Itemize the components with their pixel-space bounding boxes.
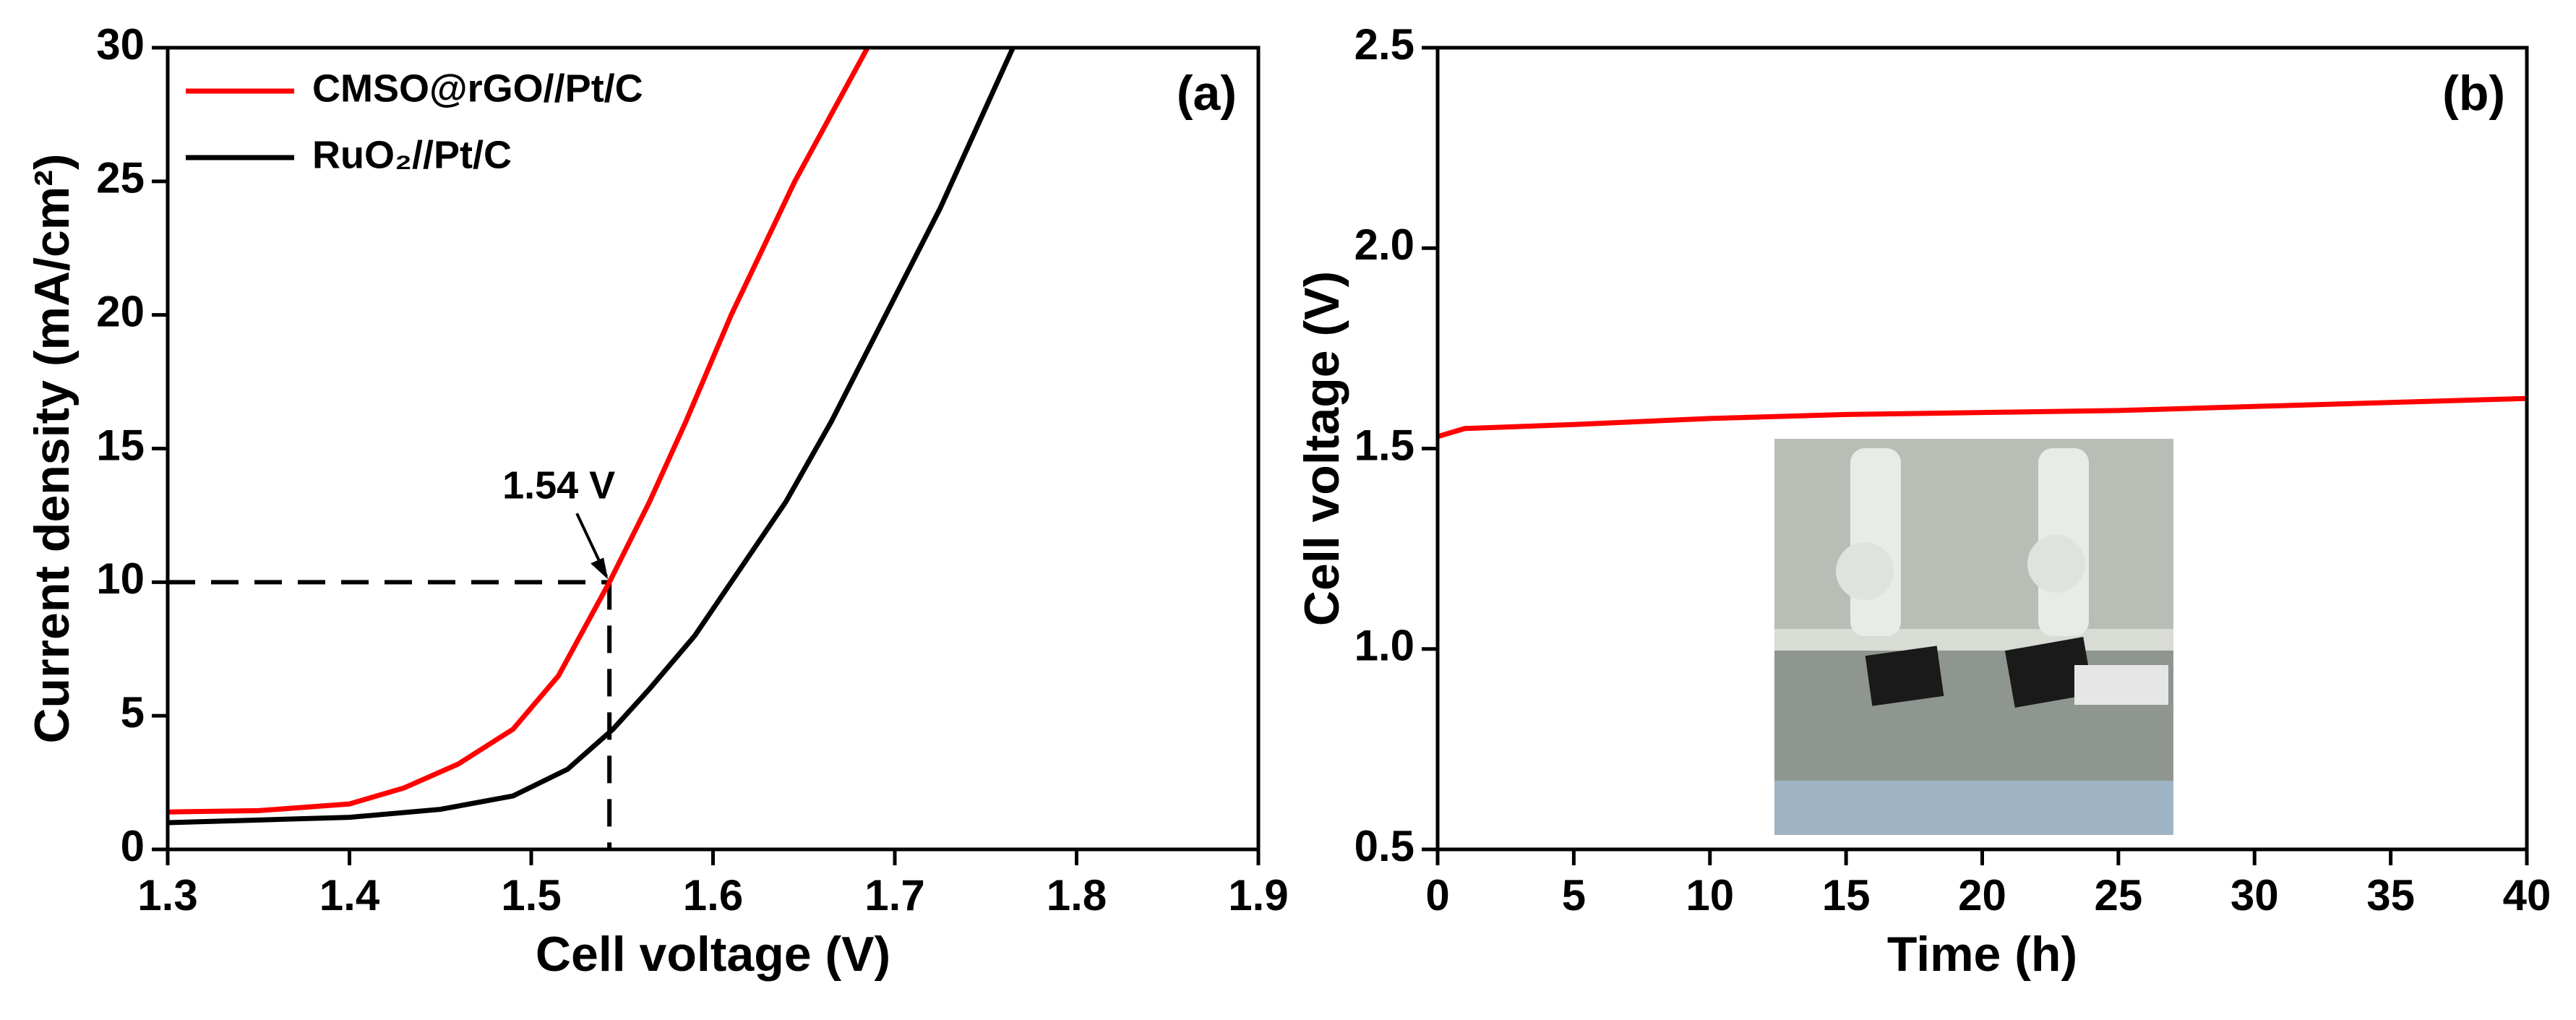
x-tick-label: 1.4 — [319, 871, 380, 920]
series-line — [168, 48, 1016, 826]
y-axis-title: Current density (mA/cm²) — [25, 153, 80, 743]
x-tick-label: 0 — [1425, 871, 1449, 920]
x-tick-label: 1.6 — [683, 871, 743, 920]
x-tick-label: 1.3 — [137, 871, 197, 920]
y-axis-title: Cell voltage (V) — [1295, 271, 1349, 626]
x-tick-label: 20 — [1958, 871, 2006, 920]
x-tick-label: 1.8 — [1047, 871, 1107, 920]
plot-frame — [1435, 46, 2529, 852]
annotation-text: 1.54 V — [502, 464, 615, 507]
x-tick-label: 40 — [2503, 871, 2551, 920]
series-line — [1438, 395, 2527, 440]
x-tick-label: 1.9 — [1228, 871, 1288, 920]
arrow-head — [591, 557, 609, 580]
y-tick-label: 1.5 — [1354, 421, 1414, 469]
y-tick-label: 5 — [121, 688, 145, 737]
y-tick-label: 20 — [96, 288, 145, 336]
x-tick-label: 25 — [2095, 871, 2143, 920]
x-tick-label: 1.5 — [501, 871, 561, 920]
x-axis-title: Time (h) — [1887, 927, 2077, 982]
y-tick-label: 10 — [96, 554, 145, 603]
y-tick-label: 25 — [96, 154, 145, 202]
panel-label: (a) — [1177, 66, 1237, 121]
x-tick-label: 35 — [2366, 871, 2415, 920]
plot-frame — [166, 46, 1261, 852]
x-tick-label: 5 — [1562, 871, 1586, 920]
y-tick-label: 2.0 — [1354, 220, 1414, 269]
x-tick-label: 10 — [1686, 871, 1734, 920]
legend-label: RuO₂//Pt/C — [312, 133, 512, 176]
legend-label: CMSO@rGO//Pt/C — [312, 67, 643, 110]
y-tick-label: 0.5 — [1354, 822, 1414, 870]
inset-photo — [1774, 439, 2173, 835]
x-tick-label: 1.7 — [864, 871, 924, 920]
y-tick-label: 1.0 — [1354, 622, 1414, 670]
y-tick-label: 0 — [121, 822, 145, 870]
y-tick-label: 15 — [96, 421, 145, 469]
x-tick-label: 30 — [2231, 871, 2279, 920]
x-axis-title: Cell voltage (V) — [536, 927, 890, 982]
y-tick-label: 30 — [96, 20, 145, 69]
y-tick-label: 2.5 — [1354, 20, 1414, 69]
panel-label: (b) — [2442, 66, 2505, 121]
series-line — [168, 48, 870, 815]
x-tick-label: 15 — [1822, 871, 1871, 920]
